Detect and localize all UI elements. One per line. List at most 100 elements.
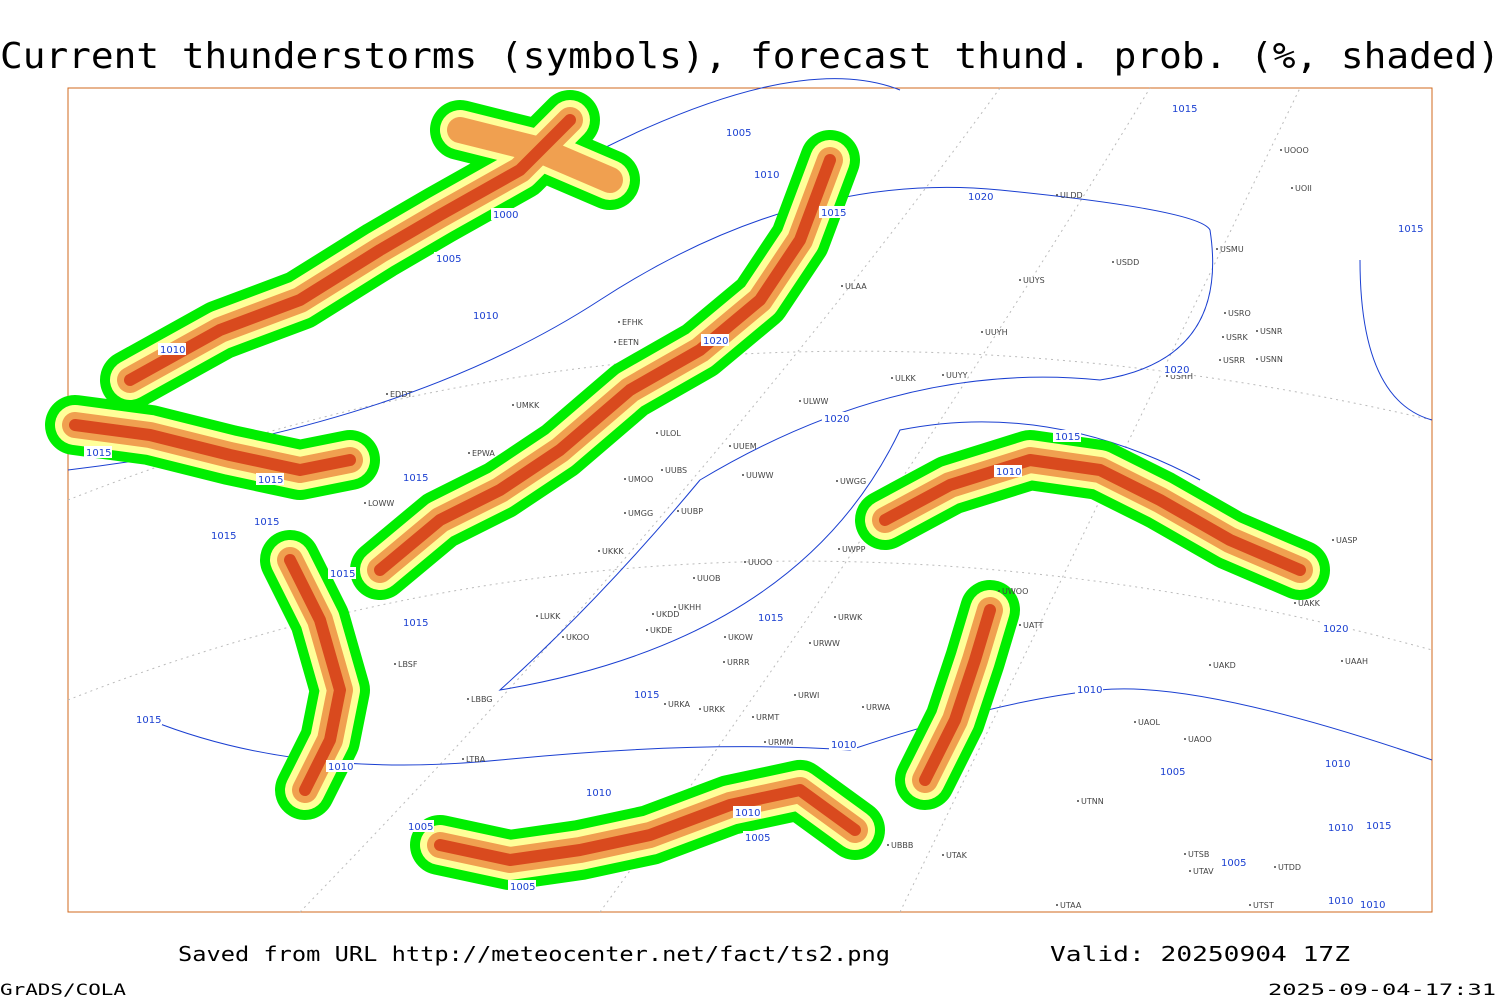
station-label: UUYS [1023,276,1045,285]
station-dot [674,606,676,608]
station-label: UTAV [1193,867,1214,876]
station-dot [1341,660,1343,662]
station-dot [1256,330,1258,332]
station-dot [1166,375,1168,377]
station-dot [1256,358,1258,360]
isobar-label-bg [756,611,784,623]
station-dot [536,615,538,617]
isobar-label-bg [401,471,429,483]
map-title: Current thunderstorms (symbols), forecas… [0,36,1500,77]
isobar-label: 1010 [473,311,498,322]
station-dot [661,469,663,471]
isobar-label: 1005 [408,822,433,833]
station-label: EETN [618,338,639,347]
valid-time: Valid: 20250904 17Z [1050,942,1350,966]
isobar-label: 1015 [403,618,428,629]
station-dot [809,642,811,644]
station-dot [799,400,801,402]
isobar-label: 1000 [493,210,518,221]
station-label: USMU [1220,245,1244,254]
station-dot [512,404,514,406]
station-label: UKDE [650,626,672,635]
station-label: UTNN [1081,797,1104,806]
station-dot [862,706,864,708]
station-label: URWA [866,703,891,712]
isobar-label: 1015 [1172,104,1197,115]
isobar-label-bg [724,126,752,138]
isobar-label-bg [1170,102,1198,114]
station-label: UBBB [891,841,913,850]
station-label: URKA [668,700,691,709]
isobar-label: 1010 [586,788,611,799]
isobar-label: 1010 [1328,823,1353,834]
isobar-label: 1015 [1055,432,1080,443]
station-dot [1294,602,1296,604]
isobar-label-bg [1364,819,1392,831]
station-dot [1184,853,1186,855]
station-label: URWW [813,639,840,648]
isobar-label: 1005 [510,882,535,893]
station-label: USRR [1223,356,1245,365]
isobar-label-bg [491,208,519,220]
station-dot [998,590,1000,592]
station-dot [1291,187,1293,189]
station-dot [1249,904,1251,906]
station-dot [677,510,679,512]
station-label: UUOB [697,574,721,583]
isobar-label: 1010 [754,170,779,181]
isobar-label: 1010 [1360,900,1385,911]
station-label: USNN [1260,355,1283,364]
station-label: URMM [768,738,793,747]
station-label: UMGG [628,509,653,518]
isobar-label: 1020 [968,192,993,203]
isobar-label: 1010 [1325,759,1350,770]
station-dot [598,550,600,552]
isobar-label-bg [822,412,850,424]
station-dot [1280,149,1282,151]
station-label: UKKK [602,547,624,556]
station-label: UKHH [678,603,701,612]
isobar-label-bg [752,168,780,180]
isobar-label-bg [733,806,761,818]
source-url: Saved from URL http://meteocenter.net/fa… [178,942,890,966]
station-label: UATT [1023,621,1043,630]
isobar-label-bg [584,786,612,798]
isobar-label-bg [84,446,112,458]
isobar-label-bg [1326,821,1354,833]
station-dot [1209,664,1211,666]
station-label: UUBS [665,466,687,475]
isobar-label: 1005 [436,254,461,265]
station-dot [614,341,616,343]
station-label: URMT [756,713,779,722]
station-label: LUKK [540,612,561,621]
station-dot [834,616,836,618]
station-dot [1224,312,1226,314]
isobar-label: 1015 [1398,224,1423,235]
isobar-label: 1015 [258,475,283,486]
station-label: UWGG [840,477,866,486]
isobar-label-bg [1326,894,1354,906]
isobar-label: 1015 [330,569,355,580]
isobar-label: 1010 [996,467,1021,478]
isobar-label: 1010 [1077,685,1102,696]
station-dot [1216,248,1218,250]
station-dot [1222,336,1224,338]
isobar-label: 1020 [703,336,728,347]
isobar-label: 1005 [1221,858,1246,869]
isobar-label: 1010 [735,808,760,819]
station-label: ULKK [895,374,917,383]
station-label: LTBA [466,755,486,764]
station-label: ULDD [1060,191,1083,200]
isobar-label: 1020 [1323,624,1348,635]
isobar-label-bg [471,309,499,321]
station-label: UKOO [566,633,589,642]
station-label: UTAK [946,851,968,860]
isobar-label: 1005 [1160,767,1185,778]
station-dot [693,577,695,579]
station-dot [836,480,838,482]
station-dot [1056,904,1058,906]
station-label: UTSB [1188,850,1209,859]
station-dot [841,285,843,287]
isobar-label-bg [256,473,284,485]
station-label: UTAA [1060,901,1082,910]
